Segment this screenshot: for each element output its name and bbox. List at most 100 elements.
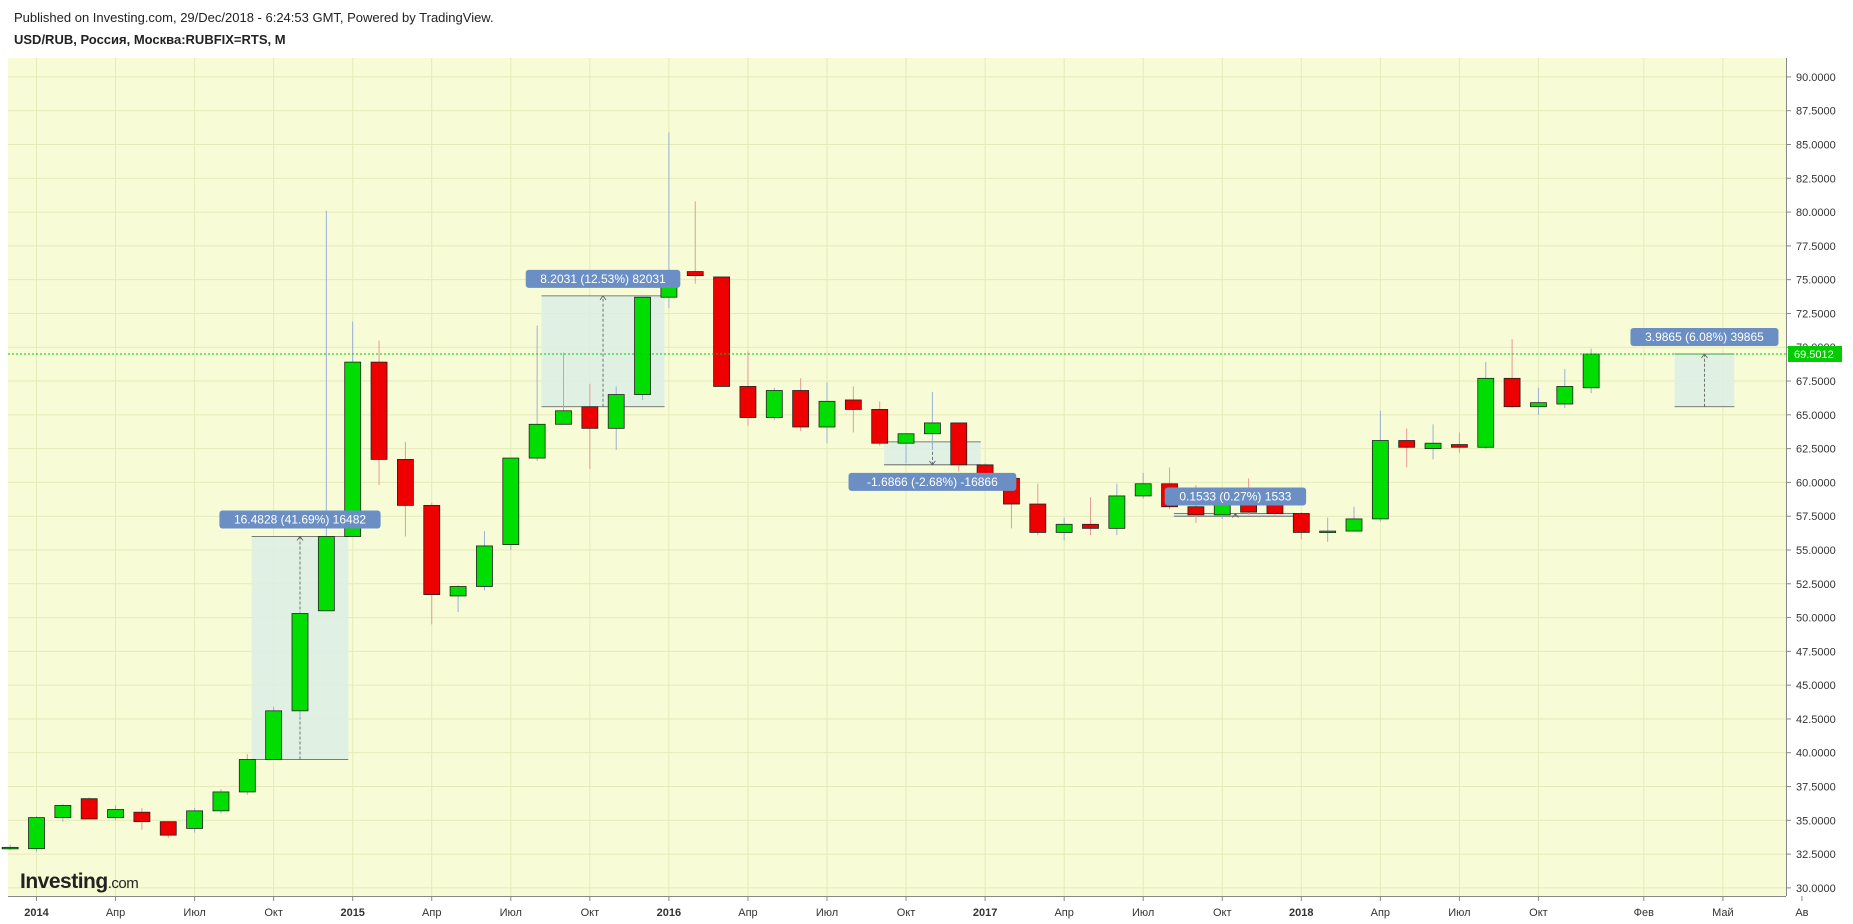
- candle-body: [897, 433, 915, 444]
- candle: [28, 816, 45, 852]
- logo-main: Investing: [20, 870, 108, 893]
- candle: [1055, 517, 1073, 541]
- candle: [1108, 483, 1126, 536]
- candle: [844, 386, 862, 433]
- y-tick-label: 32.5000: [1796, 849, 1836, 861]
- x-tick-label: Апр: [422, 907, 441, 919]
- candle: [607, 386, 625, 450]
- y-tick-label: 85.0000: [1796, 140, 1836, 152]
- measure-arrowhead: [929, 460, 936, 466]
- candle: [1082, 497, 1099, 536]
- candle-body: [1082, 523, 1099, 529]
- y-tick-label: 57.5000: [1796, 511, 1836, 523]
- candle-body: [1451, 444, 1468, 448]
- y-axis: 30.0000 32.5000 35.0000 37.5000 40.0000 42.50…: [1786, 58, 1853, 896]
- x-tick-label: Ав: [1795, 907, 1808, 919]
- measure-arrowhead: [1232, 512, 1239, 518]
- candle-body: [186, 810, 204, 829]
- candle-body: [238, 759, 256, 793]
- candle-body: [1108, 495, 1126, 529]
- y-tick-label: 80.0000: [1796, 207, 1836, 219]
- candle: [502, 457, 520, 550]
- x-tick-label: Фев: [1634, 907, 1654, 919]
- candle-body: [159, 821, 177, 836]
- candle: [1, 844, 19, 851]
- candle: [581, 383, 599, 469]
- candle-body: [792, 390, 810, 428]
- measure-label: 3.9865 (6.08%) 39865: [1630, 328, 1779, 347]
- candle-body: [871, 409, 889, 444]
- candle: [1424, 424, 1442, 460]
- x-tick-label: Апр: [1371, 907, 1390, 919]
- measure-label-bg: [848, 472, 1017, 491]
- candle-body: [950, 422, 968, 466]
- candle: [317, 210, 335, 612]
- candle-body: [607, 394, 625, 429]
- candle: [871, 401, 889, 446]
- candle: [1582, 348, 1600, 394]
- measure-label-text: 8.2031 (12.53%) 82031: [540, 272, 666, 286]
- candle: [54, 804, 72, 822]
- x-tick-label: Апр: [738, 907, 757, 919]
- y-tick-label: 40.0000: [1796, 748, 1836, 760]
- candle: [1477, 362, 1495, 449]
- x-tick-label: Окт: [581, 907, 600, 919]
- x-tick-label: Май: [1712, 907, 1734, 919]
- x-tick-label: Окт: [1213, 907, 1232, 919]
- candle-body: [476, 545, 493, 587]
- measure-label-bg: [525, 269, 681, 288]
- x-tick-label: 2016: [657, 907, 681, 919]
- x-tick-label: Окт: [897, 907, 916, 919]
- measure-box: [1674, 353, 1735, 408]
- candle: [686, 201, 704, 284]
- candle: [897, 433, 915, 464]
- candle: [792, 378, 810, 432]
- candle-body: [555, 410, 572, 425]
- candle-body: [423, 504, 441, 595]
- candle-body: [291, 613, 309, 712]
- candle-body: [1582, 353, 1600, 389]
- measure-label: -1.6866 (-2.68%) -16866: [848, 472, 1017, 491]
- measure-arrowhead: [599, 295, 607, 301]
- candle-body: [1292, 513, 1310, 533]
- candle: [634, 295, 651, 400]
- candle-body: [265, 710, 283, 760]
- candle: [950, 422, 968, 472]
- y-tick-label: 65.0000: [1796, 410, 1836, 422]
- y-tick-label: 77.5000: [1796, 241, 1836, 253]
- candle-body: [1424, 442, 1442, 450]
- candle-body: [818, 400, 836, 428]
- candle-body: [396, 459, 414, 506]
- candle: [924, 391, 941, 450]
- candle: [1451, 432, 1468, 453]
- last-price-label: 69.5012: [1794, 349, 1834, 361]
- y-tick-label: 52.5000: [1796, 579, 1836, 591]
- candle: [1371, 410, 1389, 522]
- measure-label-text: 16.4828 (41.69%) 16482: [234, 512, 366, 526]
- candle: [1398, 428, 1416, 468]
- candle-body: [1345, 518, 1363, 532]
- candle: [370, 340, 388, 486]
- last-price-badge: [1788, 345, 1842, 362]
- x-tick-label: 2015: [340, 907, 364, 919]
- candle: [1134, 472, 1152, 499]
- x-tick-label: Июл: [183, 907, 205, 919]
- x-tick-label: Окт: [264, 907, 283, 919]
- measurement-labels: 16.4828 (41.69%) 16482 8.2031 (12.53%) 82…: [219, 269, 1779, 529]
- candle: [107, 805, 124, 821]
- candle-body: [1, 846, 19, 850]
- candle: [80, 797, 98, 820]
- y-tick-label: 62.5000: [1796, 444, 1836, 456]
- y-tick-label: 75.0000: [1796, 275, 1836, 287]
- candle-body: [581, 406, 599, 429]
- candle: [528, 325, 546, 461]
- measure-label-text: 3.9865 (6.08%) 39865: [1645, 330, 1764, 344]
- x-tick-label: Апр: [106, 907, 125, 919]
- y-tick-label: 47.5000: [1796, 646, 1836, 658]
- x-tick-label: Апр: [1054, 907, 1073, 919]
- candle-body: [80, 798, 98, 820]
- y-tick-label: 87.5000: [1796, 106, 1836, 118]
- x-tick-label: Июл: [816, 907, 838, 919]
- candle-body: [1398, 440, 1416, 448]
